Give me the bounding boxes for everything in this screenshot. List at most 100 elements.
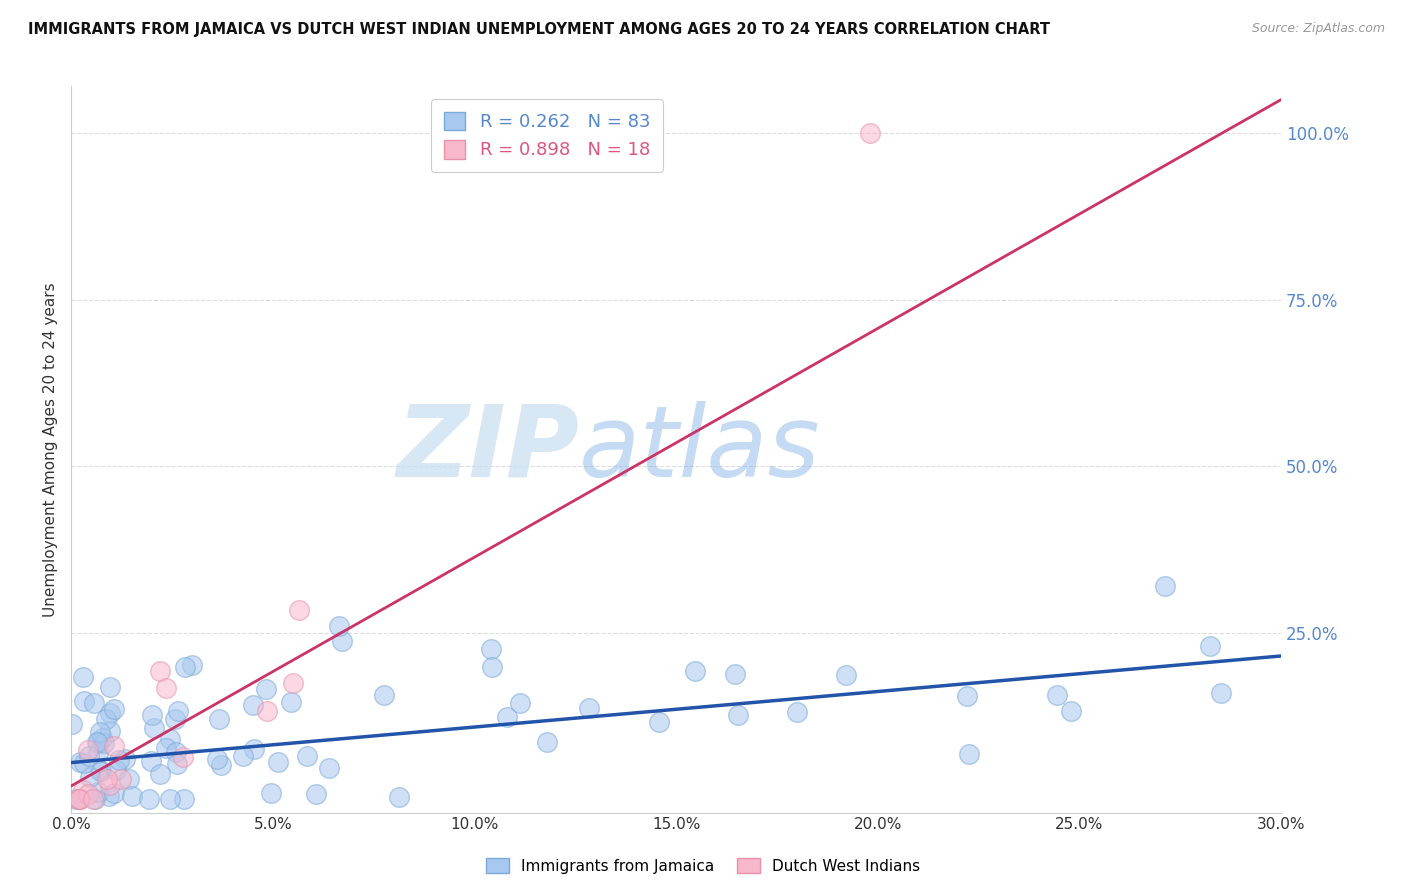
Point [103,701,125,715]
Point [295,749,318,764]
Point [956,689,979,703]
Point [73,694,96,708]
Point [281,676,304,690]
Point [90,764,112,779]
Point [835,667,858,681]
Point [98,723,121,738]
Point [373,688,395,702]
Point [141,708,163,723]
Point [98,680,121,694]
Point [96,772,118,787]
Point [724,667,747,681]
Point [243,741,266,756]
Point [67,792,90,806]
Point [84,792,107,806]
Point [86,785,108,799]
Point [260,786,283,800]
Point [143,721,166,735]
Point [103,786,125,800]
Point [173,792,195,806]
Point [280,695,302,709]
Legend: Immigrants from Jamaica, Dutch West Indians: Immigrants from Jamaica, Dutch West Indi… [479,852,927,880]
Point [83,696,105,710]
Point [318,761,340,775]
Point [89,725,111,739]
Point [957,747,980,761]
Point [1060,704,1083,718]
Point [1154,579,1177,593]
Point [166,756,188,771]
Point [727,707,749,722]
Point [79,770,101,784]
Point [481,659,503,673]
Point [73,756,96,771]
Point [149,767,172,781]
Point [305,787,328,801]
Point [77,787,100,801]
Point [859,126,882,140]
Text: IMMIGRANTS FROM JAMAICA VS DUTCH WEST INDIAN UNEMPLOYMENT AMONG AGES 20 TO 24 YE: IMMIGRANTS FROM JAMAICA VS DUTCH WEST IN… [28,22,1050,37]
Point [141,754,163,768]
Point [536,734,558,748]
Point [180,658,202,673]
Point [159,792,181,806]
Point [67,792,90,806]
Point [90,731,112,746]
Point [479,642,502,657]
Point [97,789,120,803]
Y-axis label: Unemployment Among Ages 20 to 24 years: Unemployment Among Ages 20 to 24 years [44,282,58,616]
Point [388,789,411,804]
Point [72,670,94,684]
Point [98,778,121,792]
Point [93,736,115,750]
Point [110,772,132,786]
Point [496,710,519,724]
Point [103,739,125,753]
Point [60,716,83,731]
Point [165,712,187,726]
Point [118,772,141,787]
Point [104,763,127,777]
Point [648,715,671,730]
Point [205,752,228,766]
Point [69,792,91,806]
Point [328,619,350,633]
Point [208,712,231,726]
Point [121,789,143,803]
Point [77,742,100,756]
Point [232,749,254,764]
Text: Source: ZipAtlas.com: Source: ZipAtlas.com [1251,22,1385,36]
Point [86,735,108,749]
Point [1198,639,1220,653]
Point [96,712,118,726]
Point [87,746,110,760]
Point [69,755,91,769]
Point [1209,686,1232,700]
Point [98,706,121,720]
Text: atlas: atlas [579,401,821,498]
Text: ZIP: ZIP [396,401,579,498]
Point [786,705,808,719]
Point [82,792,104,806]
Legend: R = 0.262   N = 83, R = 0.898   N = 18: R = 0.262 N = 83, R = 0.898 N = 18 [432,99,664,172]
Point [256,704,278,718]
Point [67,792,90,806]
Point [330,634,353,648]
Point [72,782,94,797]
Point [77,749,100,764]
Point [114,752,136,766]
Point [242,698,264,712]
Point [155,681,177,695]
Point [172,749,194,764]
Point [683,665,706,679]
Point [89,764,111,779]
Point [209,757,232,772]
Point [1046,689,1069,703]
Point [108,753,131,767]
Point [65,792,87,806]
Point [149,664,172,678]
Point [86,736,108,750]
Point [288,603,311,617]
Point [254,682,277,697]
Point [267,755,290,769]
